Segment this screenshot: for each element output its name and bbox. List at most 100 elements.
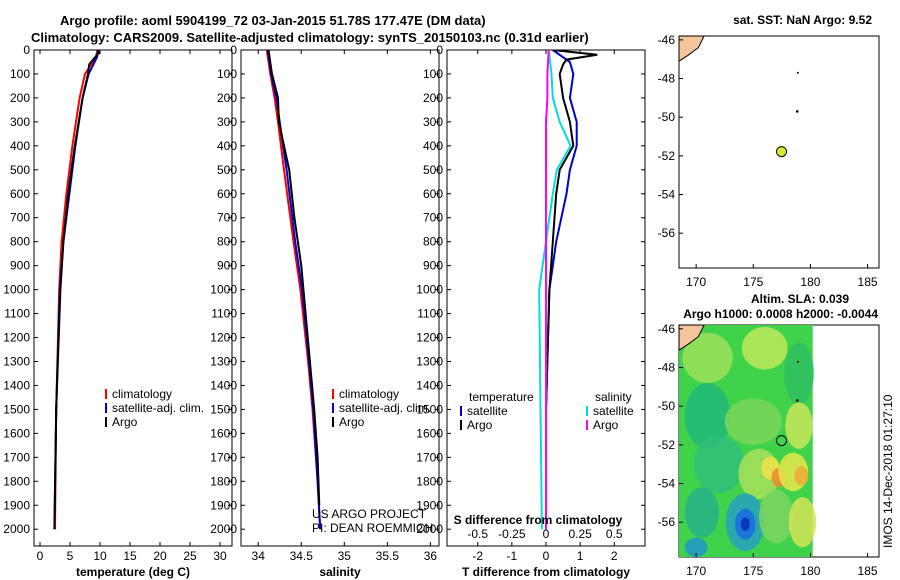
- sla-anomaly: [794, 466, 809, 486]
- sla-anomaly: [785, 402, 813, 449]
- y-tick-label: 200: [423, 91, 443, 105]
- y-tick-label: -46: [658, 33, 676, 47]
- legend-label: satellite: [593, 404, 634, 418]
- x-tick-label: 2: [611, 549, 618, 563]
- x-tick-label: -2: [472, 549, 483, 563]
- x-tick-label: 25: [183, 549, 197, 563]
- y-tick-label: 900: [10, 259, 30, 273]
- y-tick-label: 1200: [416, 331, 443, 345]
- y-tick-label: -48: [658, 361, 676, 375]
- series-group: [53, 50, 101, 530]
- legend-label: satellite-adj. clim.: [339, 401, 431, 415]
- title-line-1: Argo profile: aoml 5904199_72 03-Jan-201…: [60, 13, 486, 28]
- salinity-diff-tick: 0: [543, 527, 550, 541]
- sla-anomaly: [693, 435, 745, 494]
- sla-anomaly: [784, 342, 814, 405]
- y-tick-label: 700: [423, 211, 443, 225]
- sla-map: 170 175 180 185 -46 -48 -50 -52 -54 -56: [658, 322, 880, 578]
- y-tick-label: 1600: [416, 426, 443, 440]
- land-polygon: [679, 325, 705, 351]
- series-line: [545, 50, 598, 530]
- x-tick-label: 5: [67, 549, 74, 563]
- y-tick-label: 0: [436, 43, 443, 57]
- x-tick-label: 185: [858, 275, 878, 289]
- y-tick-label: 800: [217, 235, 237, 249]
- series-line: [267, 50, 321, 506]
- y-tick-label: 0: [230, 43, 237, 57]
- y-tick-label: 1000: [416, 283, 443, 297]
- x-tick-label: 170: [686, 564, 706, 578]
- y-tick-label: 800: [423, 235, 443, 249]
- y-tick-label: 500: [423, 163, 443, 177]
- y-tick-label: 200: [10, 91, 30, 105]
- y-tick-label: 400: [217, 139, 237, 153]
- sst-map: 170 175 180 185 -46 -48 -50 -52 -54 -56: [658, 33, 880, 289]
- legend-label: climatology: [339, 387, 399, 401]
- x-tick-label: 175: [743, 564, 763, 578]
- x-tick-label: 1: [577, 549, 584, 563]
- x-tick-label: 170: [686, 275, 706, 289]
- y-tick-label: 1800: [416, 474, 443, 488]
- y-tick-label: -54: [658, 477, 676, 491]
- y-tick-label: 1300: [210, 354, 237, 368]
- salinity-diff-label: S difference from climatology: [454, 513, 623, 527]
- y-tick-label: 400: [10, 139, 30, 153]
- legend-label: satellite-adj. clim.: [112, 401, 204, 415]
- y-tick-label: 1000: [3, 283, 30, 297]
- x-tick-label: 180: [800, 564, 820, 578]
- sla-anomaly: [788, 497, 817, 548]
- argo-float-location: [776, 146, 788, 158]
- series-group: [538, 50, 598, 530]
- y-tick-label: 1100: [211, 307, 237, 321]
- y-tick-label: -52: [658, 438, 676, 452]
- y-tick-label: -52: [658, 149, 676, 163]
- y-tick-label: -56: [658, 226, 676, 240]
- y-tick-label: 500: [10, 163, 30, 177]
- legend-title: salinity: [595, 390, 632, 404]
- y-tick-label: 1800: [210, 474, 237, 488]
- y-tick-label: 1100: [4, 307, 30, 321]
- x-tick-label: 15: [123, 549, 137, 563]
- x-tick-label: 35: [338, 549, 352, 563]
- y-tick-label: -50: [658, 110, 676, 124]
- y-tick-label: -50: [658, 399, 676, 413]
- series-line: [266, 50, 322, 530]
- sla-anomaly: [759, 489, 794, 544]
- y-tick-label: -48: [658, 72, 676, 86]
- y-tick-label: 600: [10, 187, 30, 201]
- x-axis-label: T difference from climatology: [462, 565, 630, 579]
- plot-frame: [240, 49, 440, 547]
- sla-anomaly: [740, 517, 750, 531]
- series-group: [265, 50, 322, 530]
- y-tick-label: 700: [217, 211, 237, 225]
- legend-label: satellite: [467, 404, 508, 418]
- y-tick-label: 300: [10, 115, 30, 129]
- y-tick-label: 1400: [416, 378, 443, 392]
- y-tick-label: 1800: [3, 474, 30, 488]
- salinity-diff-tick: 0.25: [568, 527, 592, 541]
- y-tick-label: 200: [217, 91, 237, 105]
- sst-map-title: sat. SST: NaN Argo: 9.52: [733, 13, 872, 27]
- sla-map-title: Altim. SLA: 0.039: [751, 292, 849, 306]
- island: [796, 71, 799, 74]
- panel-temperature: 0100200300400500600700800900100011001200…: [3, 43, 233, 579]
- salinity-diff-tick: -0.25: [498, 527, 526, 541]
- y-tick-label: 1400: [3, 378, 30, 392]
- x-tick-label: 34.5: [290, 549, 314, 563]
- imos-timestamp: IMOS 14-Dec-2018 01:27:10: [881, 394, 895, 548]
- sla-anomaly: [684, 383, 731, 449]
- y-tick-label: 1600: [3, 426, 30, 440]
- salinity-diff-tick: -0.5: [467, 527, 488, 541]
- sla-anomaly: [684, 537, 708, 557]
- y-tick-label: 1700: [210, 450, 237, 464]
- y-tick-label: 1900: [3, 498, 30, 512]
- island: [795, 110, 799, 113]
- y-tick-label: 1400: [210, 378, 237, 392]
- x-axis-label: temperature (deg C): [76, 565, 190, 579]
- legend-title: temperature: [469, 390, 534, 404]
- y-tick-label: 2000: [3, 522, 30, 536]
- sla-anomaly: [684, 487, 719, 538]
- y-tick-label: 1700: [416, 450, 443, 464]
- x-tick-label: 185: [858, 564, 878, 578]
